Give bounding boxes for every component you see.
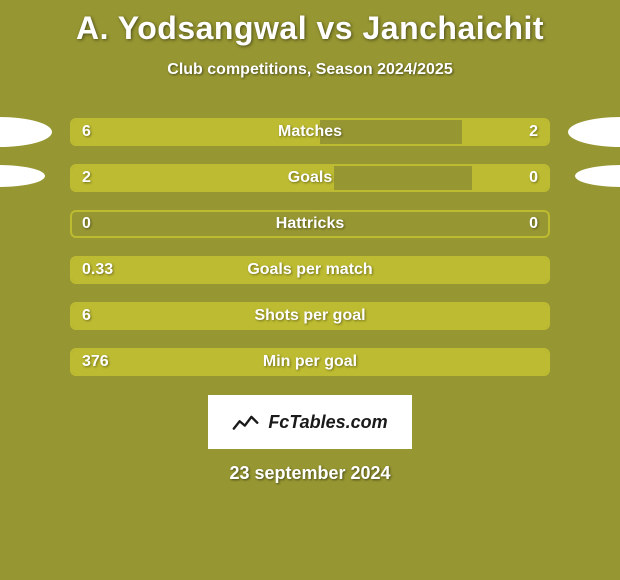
logo-badge: FcTables.com <box>208 395 412 449</box>
page-title: A. Yodsangwal vs Janchaichit <box>0 0 620 47</box>
stat-row: Goals per match 0.33 <box>70 253 550 287</box>
stat-bar: Shots per goal 6 <box>70 302 550 330</box>
stat-row: Hattricks 0 0 <box>70 207 550 241</box>
player-avatar-right <box>568 117 620 147</box>
fctables-icon <box>232 411 262 433</box>
stat-label: Shots per goal <box>254 307 365 325</box>
comparison-infographic: A. Yodsangwal vs Janchaichit Club compet… <box>0 0 620 580</box>
stat-row: Matches 6 2 <box>70 115 550 149</box>
stat-label: Goals per match <box>247 261 372 279</box>
stat-value-right: 0 <box>529 215 538 233</box>
stats-list: Matches 6 2 Goals 2 0 Hattricks 0 0 Goals per mat… <box>0 115 620 379</box>
stat-row: Shots per goal 6 <box>70 299 550 333</box>
player-avatar-right <box>575 165 620 187</box>
stat-value-left: 376 <box>82 353 109 371</box>
stat-bar: Hattricks 0 0 <box>70 210 550 238</box>
stat-bar: Min per goal 376 <box>70 348 550 376</box>
stat-label: Goals <box>288 169 332 187</box>
stat-value-left: 0.33 <box>82 261 113 279</box>
subtitle: Club competitions, Season 2024/2025 <box>0 61 620 79</box>
stat-label: Min per goal <box>263 353 357 371</box>
stat-row: Min per goal 376 <box>70 345 550 379</box>
stat-bar: Goals per match 0.33 <box>70 256 550 284</box>
stat-label: Hattricks <box>276 215 344 233</box>
stat-value-left: 2 <box>82 169 91 187</box>
stat-value-left: 0 <box>82 215 91 233</box>
stat-value-left: 6 <box>82 123 91 141</box>
stat-value-right: 0 <box>529 169 538 187</box>
stat-value-left: 6 <box>82 307 91 325</box>
stat-row: Goals 2 0 <box>70 161 550 195</box>
stat-bar: Matches 6 2 <box>70 118 550 146</box>
date-label: 23 september 2024 <box>0 463 620 484</box>
player-avatar-left <box>0 117 52 147</box>
stat-label: Matches <box>278 123 342 141</box>
player-avatar-left <box>0 165 45 187</box>
stat-bar: Goals 2 0 <box>70 164 550 192</box>
stat-value-right: 2 <box>529 123 538 141</box>
logo-text: FcTables.com <box>268 412 387 433</box>
